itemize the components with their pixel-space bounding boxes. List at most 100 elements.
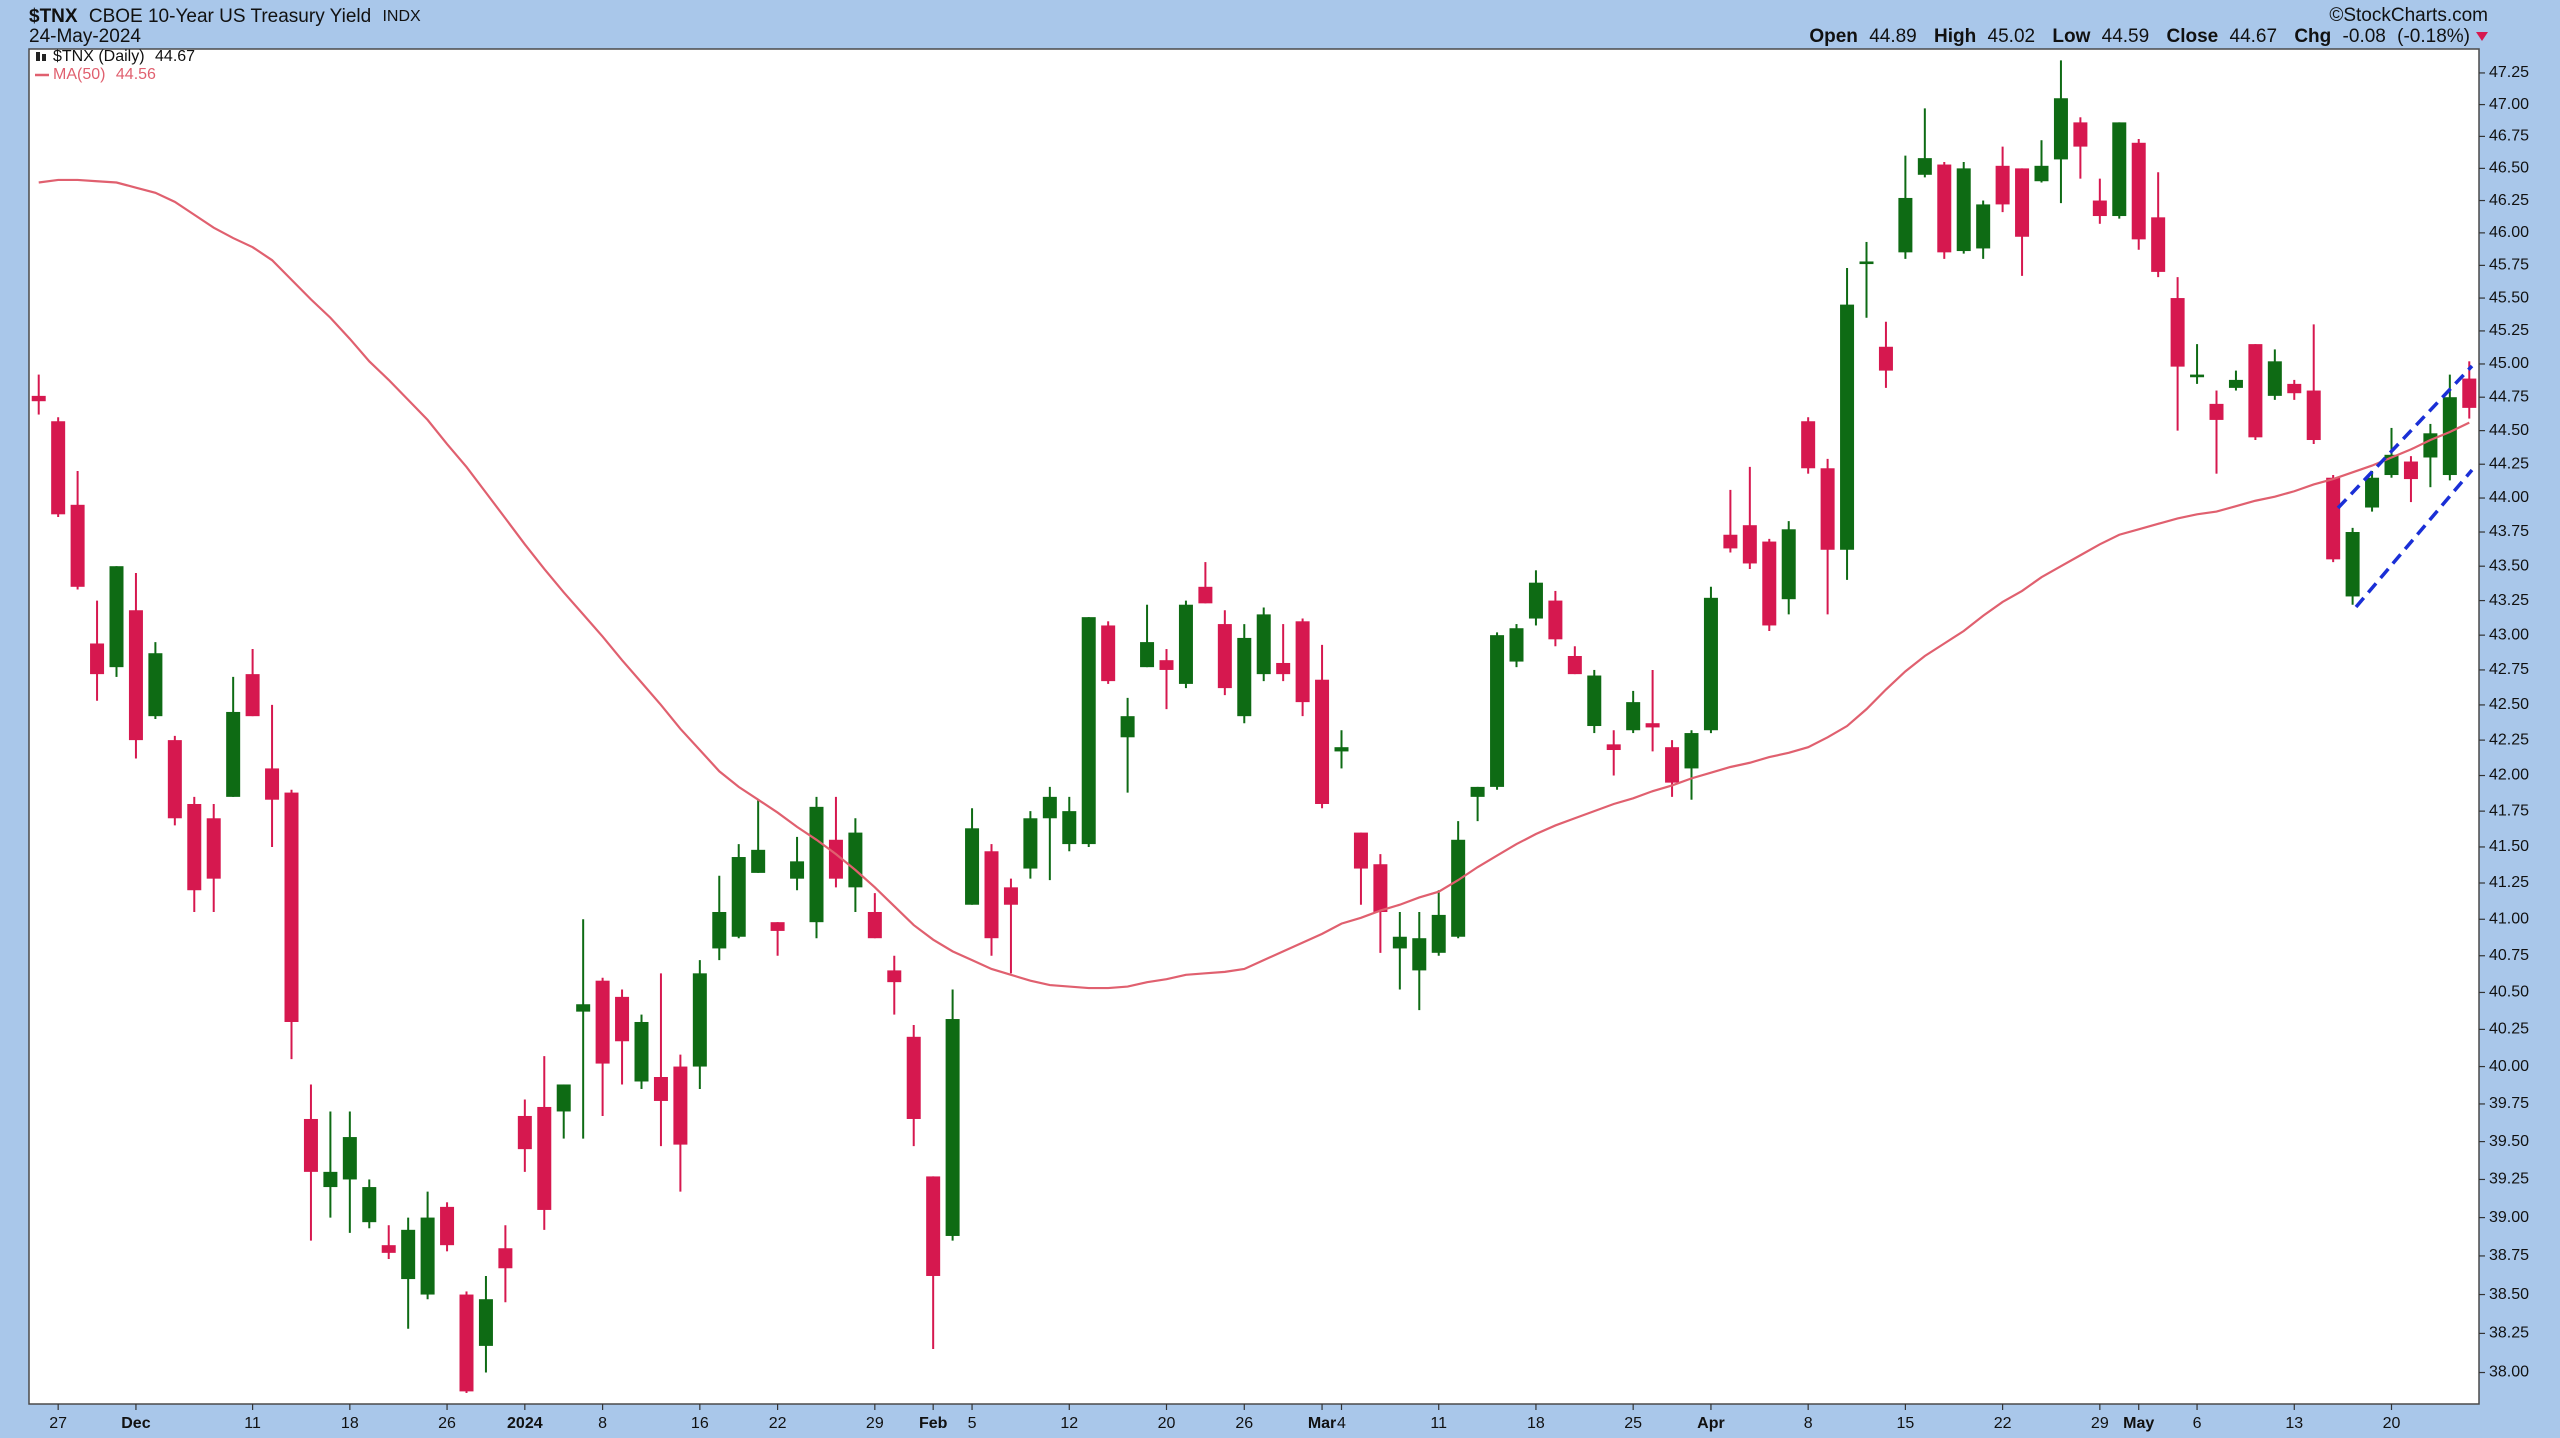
candle-body (1256, 614, 1271, 675)
candle-body (1626, 702, 1641, 731)
candle-body (1159, 660, 1174, 670)
candle-body (420, 1217, 435, 1295)
candle-body (148, 653, 163, 717)
candle-body (2248, 344, 2263, 438)
y-tick-label: 39.75 (2489, 1095, 2529, 1112)
candle-body (1237, 637, 1252, 717)
x-tick-label: 20 (1158, 1415, 1176, 1432)
candle-body (576, 1004, 591, 1012)
y-tick-label: 40.00 (2489, 1058, 2529, 1075)
candle-body (945, 1019, 960, 1236)
candle-body (615, 996, 630, 1042)
x-tick-label: 18 (1527, 1415, 1545, 1432)
summary-label: High (1934, 26, 1976, 47)
candle-body (1684, 733, 1699, 769)
x-tick-label: 5 (968, 1415, 977, 1432)
candle-body (2442, 397, 2457, 476)
candle-body (1528, 582, 1543, 619)
x-tick-label: 2024 (507, 1415, 543, 1432)
legend-text: $TNX (Daily) 44.67 (53, 48, 195, 65)
candle-body (867, 911, 882, 939)
candle-body (2287, 383, 2302, 394)
x-tick-label: 26 (1235, 1415, 1253, 1432)
candle-body (1781, 529, 1796, 600)
plot-marks (31, 60, 2477, 1393)
candle-body (2345, 532, 2360, 597)
x-tick-label: 6 (2193, 1415, 2202, 1432)
candle-body (2306, 390, 2321, 441)
y-tick-label: 40.25 (2489, 1021, 2529, 1038)
y-tick-label: 42.25 (2489, 731, 2529, 748)
candle-body (1976, 204, 1991, 249)
x-tick-label: 27 (49, 1415, 67, 1432)
y-tick-label: 38.75 (2489, 1247, 2529, 1264)
x-tick-label: 15 (1896, 1415, 1914, 1432)
y-tick-label: 46.75 (2489, 128, 2529, 145)
candle-body (1042, 796, 1057, 819)
candle-body (1412, 938, 1427, 971)
candle-body (1820, 468, 1835, 550)
trend-line (2354, 468, 2474, 609)
legend: $TNX (Daily) 44.67 MA(50) 44.56 (35, 48, 195, 83)
x-tick-label: 8 (1804, 1415, 1813, 1432)
candle-body (1917, 158, 1932, 175)
x-tick-label: 26 (438, 1415, 456, 1432)
y-tick-label: 41.00 (2489, 910, 2529, 927)
legend-label: $TNX (Daily) (53, 48, 145, 65)
x-tick-label: 25 (1624, 1415, 1642, 1432)
candle-body (1509, 628, 1524, 662)
candle-body (1723, 534, 1738, 549)
x-tick-label: 12 (1060, 1415, 1078, 1432)
candle-body (1859, 261, 1874, 265)
summary-value: 44.59 (2102, 26, 2150, 47)
y-tick-label: 42.75 (2489, 661, 2529, 678)
y-tick-label: 43.25 (2489, 592, 2529, 609)
candle-body (109, 566, 124, 668)
candle-body (1062, 811, 1077, 845)
candle-body (2170, 298, 2185, 367)
candle-body (2151, 217, 2166, 272)
y-tick-label: 38.00 (2489, 1364, 2529, 1381)
candle-body (1392, 936, 1407, 949)
legend-icon (42, 54, 46, 61)
candle-body (2326, 477, 2341, 560)
candle-body (1956, 168, 1971, 252)
moving-average-line (38, 178, 2470, 990)
candle-body (342, 1137, 357, 1180)
candle-body (984, 851, 999, 939)
candle-body (1276, 662, 1291, 675)
y-tick-label: 45.00 (2489, 355, 2529, 372)
y-tick-label: 41.25 (2489, 874, 2529, 891)
summary-label: Chg (2294, 26, 2331, 47)
y-tick-label: 40.75 (2489, 947, 2529, 964)
candle-body (1567, 656, 1582, 675)
candle-body (770, 922, 785, 931)
candle-body (537, 1106, 552, 1210)
candle-body (1548, 600, 1563, 640)
candle-body (517, 1115, 532, 1150)
x-tick-label: 29 (2091, 1415, 2109, 1432)
candle-body (284, 792, 299, 1022)
candle-body (2190, 374, 2205, 378)
y-tick-label: 43.00 (2489, 626, 2529, 643)
x-tick-label: 11 (1430, 1415, 1447, 1432)
candle-body (653, 1077, 668, 1101)
y-tick-label: 45.75 (2489, 257, 2529, 274)
x-tick-label: 16 (691, 1415, 709, 1432)
candle-body (692, 973, 707, 1067)
x-tick-label: 29 (866, 1415, 884, 1432)
y-tick-label: 42.50 (2489, 696, 2529, 713)
x-tick-label: 11 (244, 1415, 261, 1432)
candle-body (323, 1171, 338, 1188)
legend-value: 44.56 (116, 66, 156, 83)
candle-body (1840, 304, 1855, 550)
y-tick-label: 39.50 (2489, 1133, 2529, 1150)
y-tick-label: 39.25 (2489, 1171, 2529, 1188)
candle-body (751, 849, 766, 873)
candle-body (226, 711, 241, 797)
x-tick-label: 18 (341, 1415, 359, 1432)
y-tick-label: 44.00 (2489, 489, 2529, 506)
candle-body (2462, 378, 2477, 408)
y-tick-label: 47.25 (2489, 64, 2529, 81)
candle-body (90, 643, 105, 675)
